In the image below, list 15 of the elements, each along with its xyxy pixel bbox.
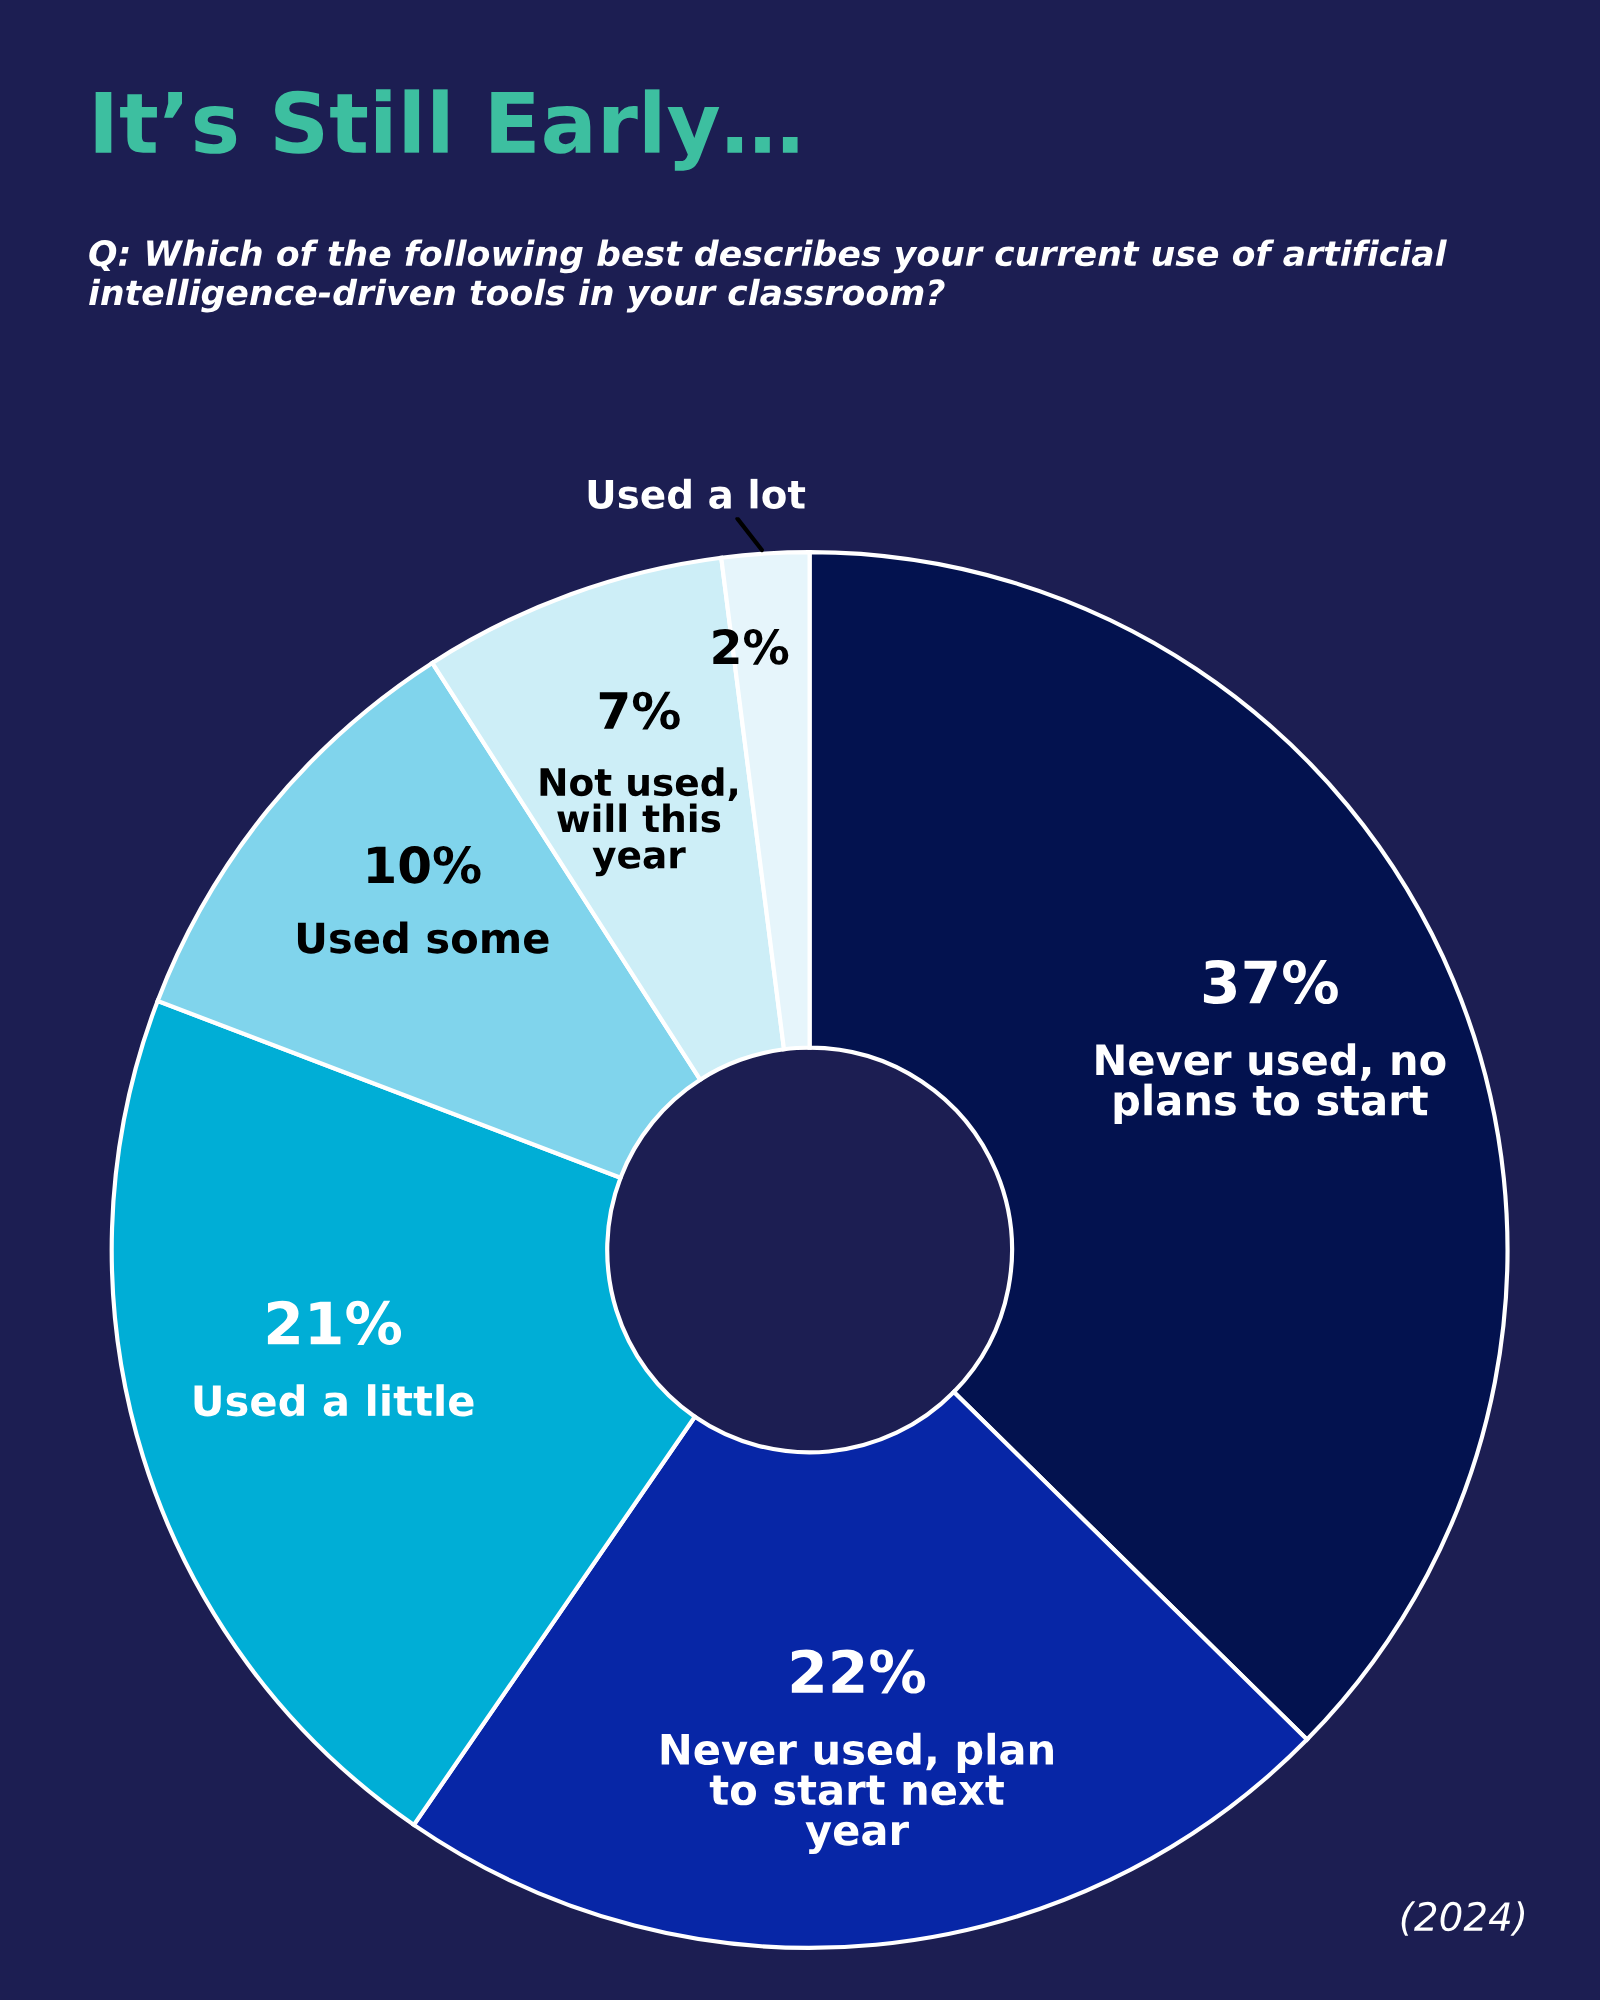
text: (2024) bbox=[1401, 1901, 1525, 1936]
slice-label: Used a little bbox=[194, 1384, 474, 1417]
data-label: 2% bbox=[713, 629, 789, 665]
data-label: 22% bbox=[791, 1649, 925, 1694]
data-label: 37% bbox=[1203, 959, 1338, 1005]
chart-title: It’s Still Early… bbox=[95, 89, 798, 171]
data-label: 7% bbox=[599, 691, 680, 730]
slice-label: Used some bbox=[297, 921, 549, 954]
slice-label: Used a lot bbox=[588, 478, 806, 509]
slice-label: Never used, no plans to start bbox=[1096, 1043, 1446, 1124]
data-label: 10% bbox=[368, 845, 481, 884]
data-label: 21% bbox=[267, 1300, 402, 1345]
slice-label: Not used, will this year bbox=[540, 767, 737, 877]
slice-label: Never used, plan to start next year bbox=[661, 1732, 1053, 1855]
chart-subtitle: Q: Which of the following best describes your current use of artificial intelligence-driven tools in your classroom? bbox=[89, 239, 1447, 313]
